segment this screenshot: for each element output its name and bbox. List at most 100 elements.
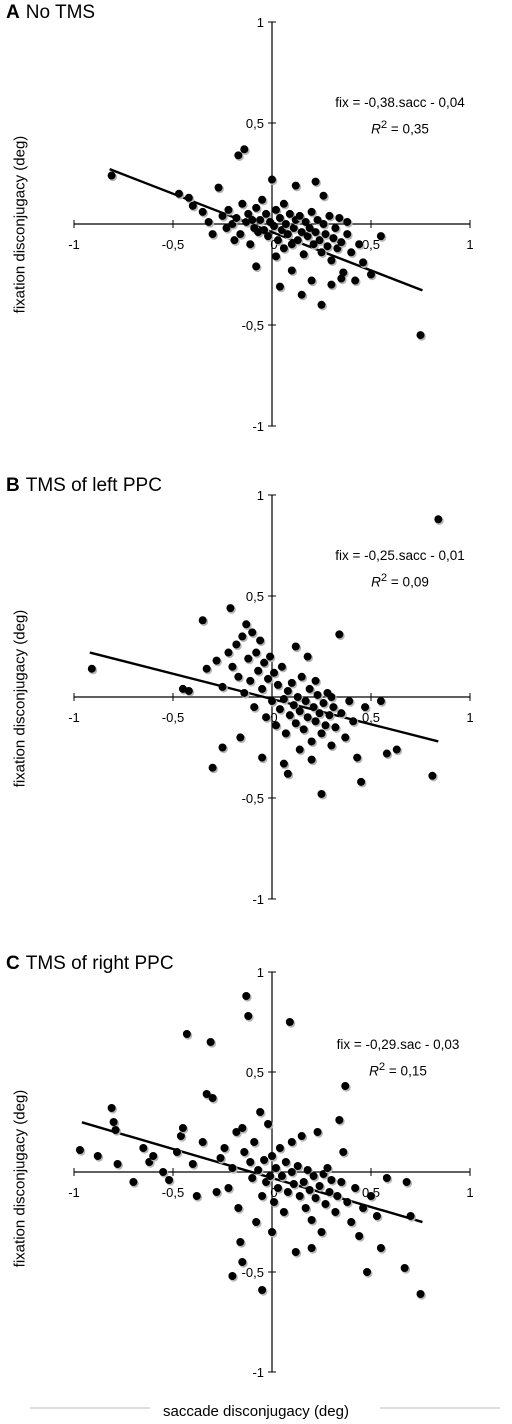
panel-a-title: A No TMS	[6, 2, 95, 24]
panel-b-data-point	[317, 729, 326, 738]
panel-a-data-point	[240, 145, 249, 154]
panel-c-data-point	[309, 1172, 318, 1180]
panel-c-data-point	[242, 992, 251, 1000]
panel-b-data-point	[240, 688, 249, 697]
panel-b-data-point	[262, 713, 271, 722]
panel-a-data-point	[279, 244, 288, 253]
panel-b-data-point	[301, 697, 310, 706]
panel-c-data-point	[355, 1232, 364, 1240]
panel-b-data-point	[279, 759, 288, 768]
panel-c-data-point	[256, 1108, 265, 1116]
panel-c-data-point	[343, 1198, 352, 1206]
panel-c-data-point	[206, 1038, 215, 1046]
panel-b-y-tick-label: -0,5	[242, 791, 264, 806]
panel-c-data-point	[297, 1132, 306, 1140]
panel-a-y-tick-label: -1	[252, 419, 264, 434]
panel-c-data-point	[269, 1198, 278, 1206]
panel-a-x-tick-label: 0,5	[362, 237, 380, 252]
panel-b-data-point	[315, 709, 324, 718]
panel-a-data-point	[214, 183, 223, 192]
panel-b-data-point	[327, 693, 336, 701]
panel-c-data-point	[224, 1184, 233, 1192]
panel-a-data-point	[337, 274, 346, 283]
panel-c-data-point	[113, 1160, 122, 1168]
panel-b-data-point	[279, 695, 288, 704]
panel-a-x-tick-label: -0,5	[162, 237, 184, 252]
panel-c-data-point	[279, 1208, 288, 1216]
panel-c-data-point	[208, 1094, 217, 1102]
panel-b-data-point	[184, 686, 193, 695]
panel-c-title-text: TMS of right PPC	[25, 953, 174, 974]
panel-b-data-point	[218, 682, 227, 691]
panel-a-data-point	[291, 181, 300, 190]
panel-b-r-symbol: R	[371, 574, 381, 590]
panel-b-data-point	[313, 690, 322, 699]
panel-a-data-point	[416, 331, 425, 340]
panel-c-y-tick-label: -1	[252, 1365, 264, 1380]
panel-a-data-point	[329, 234, 338, 243]
panel-b-data-point	[327, 741, 336, 750]
panel-c-data-point	[295, 1192, 304, 1200]
panel-b-data-point	[287, 678, 296, 687]
panel-c-data-point	[351, 1184, 360, 1192]
panel-b-data-point	[283, 686, 292, 695]
panel-c-data-point	[321, 1200, 330, 1208]
panel-a-data-point	[236, 230, 245, 239]
panel-c-x-tick-label: 1	[466, 1185, 473, 1200]
panel-c-y-tick-label: 0,5	[246, 1065, 264, 1080]
panel-a-data-point	[238, 199, 247, 208]
panel-c-data-point	[331, 1208, 340, 1216]
panel-b-data-point	[353, 753, 362, 762]
panel-c-data-point	[109, 1118, 118, 1126]
panel-a-data-point	[335, 213, 344, 222]
panel-c-data-point	[382, 1174, 391, 1182]
panel-b-data-point	[307, 737, 316, 746]
panel-c-data-point	[250, 1138, 259, 1146]
panel-b-data-point	[244, 654, 253, 663]
panel-c-data-point	[400, 1264, 409, 1272]
panel-b-origin-label: 0	[270, 710, 277, 725]
panel-a-data-point	[337, 238, 346, 247]
panel-a-letter: A	[6, 2, 20, 23]
panel-c-data-point	[273, 1184, 282, 1192]
panel-b-data-point	[331, 723, 340, 732]
panel-c-data-point	[323, 1164, 332, 1172]
panel-a-regression-equation: fix = -0,38.sacc - 0,04 R2 = 0,35	[300, 92, 500, 141]
panel-b-data-point	[295, 745, 304, 754]
panel-c-y-axis-label: fixation disconjugacy (deg)	[11, 1089, 29, 1268]
panel-c-data-point	[271, 1164, 280, 1172]
panel-b-data-point	[258, 753, 267, 762]
panel-c-data-point	[287, 1138, 296, 1146]
panel-b-title: B TMS of left PPC	[6, 475, 162, 497]
panel-c-r-squared: R2 = 0,15	[369, 1061, 427, 1079]
panel-b-data-point	[252, 648, 261, 657]
panel-c-data-point	[301, 1204, 310, 1212]
panel-c-data-point	[178, 1124, 187, 1132]
panel-a-data-point	[285, 209, 294, 218]
panel-c-data-point	[258, 1192, 267, 1200]
panel-b-data-point	[293, 693, 302, 701]
panel-b-data-point	[349, 717, 358, 726]
panel-c-data-point	[303, 1166, 312, 1174]
panel-b-data-point	[361, 703, 370, 712]
panel-c-data-point	[202, 1090, 211, 1098]
panel-c-data-point	[313, 1128, 322, 1136]
panel-b-data-point	[264, 674, 273, 683]
panel-b-data-point	[266, 652, 275, 661]
panel-c-data-point	[192, 1192, 201, 1200]
panel-a-data-point	[252, 262, 261, 271]
panel-c-data-point	[264, 1120, 273, 1128]
panel-b-x-tick-label: -1	[68, 710, 80, 725]
panel-c-data-point	[75, 1146, 84, 1154]
panel-b-data-point	[269, 668, 278, 677]
panel-a-data-point	[244, 209, 253, 218]
panel-c-origin-label: 0	[270, 1185, 277, 1200]
panel-a-data-point	[258, 195, 267, 204]
panel-c-data-point	[341, 1082, 350, 1090]
panel-c-x-tick-label: -0,5	[162, 1185, 184, 1200]
panel-b-data-point	[238, 632, 247, 641]
panel-b-x-tick-label: 0,5	[362, 710, 380, 725]
panel-a-data-point	[307, 207, 316, 216]
panel-c-data-point	[234, 1204, 243, 1212]
panel-b-y-tick-label: 0,5	[246, 589, 264, 604]
